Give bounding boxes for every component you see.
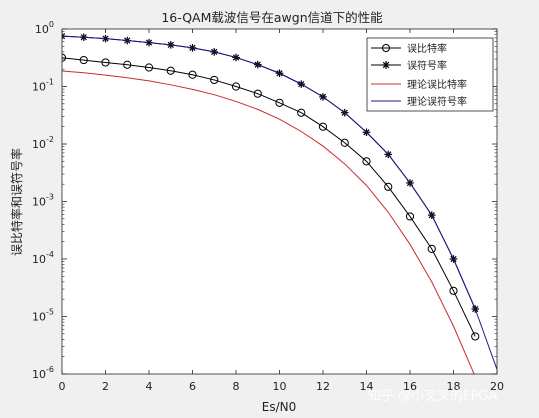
x-tick-label: 16 bbox=[403, 380, 417, 393]
legend-entry-theory-ber: 理论误比特率 bbox=[371, 78, 467, 91]
legend-label-ber: 误比特率 bbox=[407, 42, 447, 55]
x-tick-label: 2 bbox=[102, 380, 109, 393]
x-tick-label: 14 bbox=[360, 380, 374, 393]
y-tick-exponent: 0 bbox=[49, 20, 54, 29]
data-point-circle bbox=[253, 89, 262, 98]
y-tick-base: 10 bbox=[32, 253, 46, 266]
y-tick-base: 10 bbox=[32, 81, 46, 94]
x-axis-label: Es/N0 bbox=[262, 400, 297, 414]
y-tick-label: 10-4 bbox=[32, 250, 54, 266]
y-tick-exponent: -1 bbox=[46, 78, 54, 87]
data-point-circle bbox=[318, 122, 328, 131]
y-tick-base: 10 bbox=[32, 196, 46, 209]
legend-entry-ber: 误比特率 bbox=[371, 42, 447, 55]
series-line bbox=[62, 70, 475, 374]
data-point-circle bbox=[166, 66, 175, 75]
y-tick-exponent: -5 bbox=[46, 308, 54, 317]
data-point-circle bbox=[405, 212, 415, 221]
y-tick-exponent: -3 bbox=[46, 193, 54, 202]
data-point-circle bbox=[362, 157, 371, 166]
y-tick-exponent: -2 bbox=[46, 135, 54, 144]
x-tick-label: 10 bbox=[273, 380, 287, 393]
y-tick-base: 10 bbox=[32, 368, 46, 381]
legend-label-theory-ser: 理论误符号率 bbox=[407, 95, 467, 108]
series-layer bbox=[62, 32, 497, 374]
legend-entry-theory-ser: 理论误符号率 bbox=[371, 95, 467, 108]
x-tick-label: 6 bbox=[189, 380, 196, 393]
y-tick-label: 10-5 bbox=[32, 308, 54, 324]
y-tick-label: 10-3 bbox=[32, 193, 54, 209]
data-point-circle bbox=[123, 60, 132, 69]
series-line bbox=[62, 35, 497, 370]
data-point-circle bbox=[427, 244, 436, 253]
legend-box bbox=[366, 37, 494, 112]
data-point-circle bbox=[449, 286, 458, 295]
data-point-circle bbox=[144, 63, 154, 72]
y-tick-label: 10-1 bbox=[32, 78, 54, 94]
x-tick-label: 4 bbox=[146, 380, 153, 393]
data-point-circle bbox=[384, 182, 393, 191]
y-tick-base: 10 bbox=[32, 311, 46, 324]
data-point-circle bbox=[340, 138, 349, 147]
legend-label-theory-ber: 理论误比特率 bbox=[407, 78, 467, 91]
y-tick-base: 10 bbox=[32, 138, 46, 151]
series-4 bbox=[62, 35, 497, 370]
y-tick-label: 10-2 bbox=[32, 135, 54, 151]
data-point-circle bbox=[275, 98, 284, 107]
data-point-circle bbox=[471, 332, 480, 341]
legend-marker-star bbox=[382, 61, 390, 69]
legend-marker-circle bbox=[382, 44, 390, 52]
data-point-circle bbox=[297, 108, 306, 117]
data-point-circle bbox=[210, 75, 219, 85]
x-ticks: 0 2 4 6 8 10 12 14 16 18 20 bbox=[59, 29, 504, 393]
data-point-circle bbox=[79, 55, 88, 65]
y-tick-label: 10-6 bbox=[32, 365, 54, 381]
y-tick-exponent: -6 bbox=[46, 365, 54, 374]
x-tick-label: 12 bbox=[316, 380, 330, 393]
series-3 bbox=[62, 70, 475, 374]
x-tick-label: 0 bbox=[59, 380, 66, 393]
y-tick-exponent: -4 bbox=[46, 250, 54, 259]
data-point-circle bbox=[101, 58, 110, 67]
legend: 误比特率 误符号率 理论误比特率 理论误符号率 bbox=[366, 37, 494, 112]
x-tick-label: 18 bbox=[447, 380, 461, 393]
series-1 bbox=[62, 53, 480, 341]
watermark: 知乎 @小叉叉的FPGA bbox=[368, 388, 498, 404]
y-axis-label: 误比特率和误符号率 bbox=[9, 148, 24, 256]
legend-label-ser: 误符号率 bbox=[407, 59, 447, 72]
chart-title: 16-QAM载波信号在awgn信道下的性能 bbox=[161, 10, 383, 25]
data-point-circle bbox=[188, 70, 197, 79]
x-tick-label: 8 bbox=[233, 380, 240, 393]
y-tick-base: 10 bbox=[35, 23, 49, 36]
data-point-circle bbox=[231, 82, 241, 91]
y-tick-label: 100 bbox=[35, 20, 54, 36]
x-tick-label: 20 bbox=[490, 380, 504, 393]
legend-entry-ser: 误符号率 bbox=[371, 59, 447, 72]
